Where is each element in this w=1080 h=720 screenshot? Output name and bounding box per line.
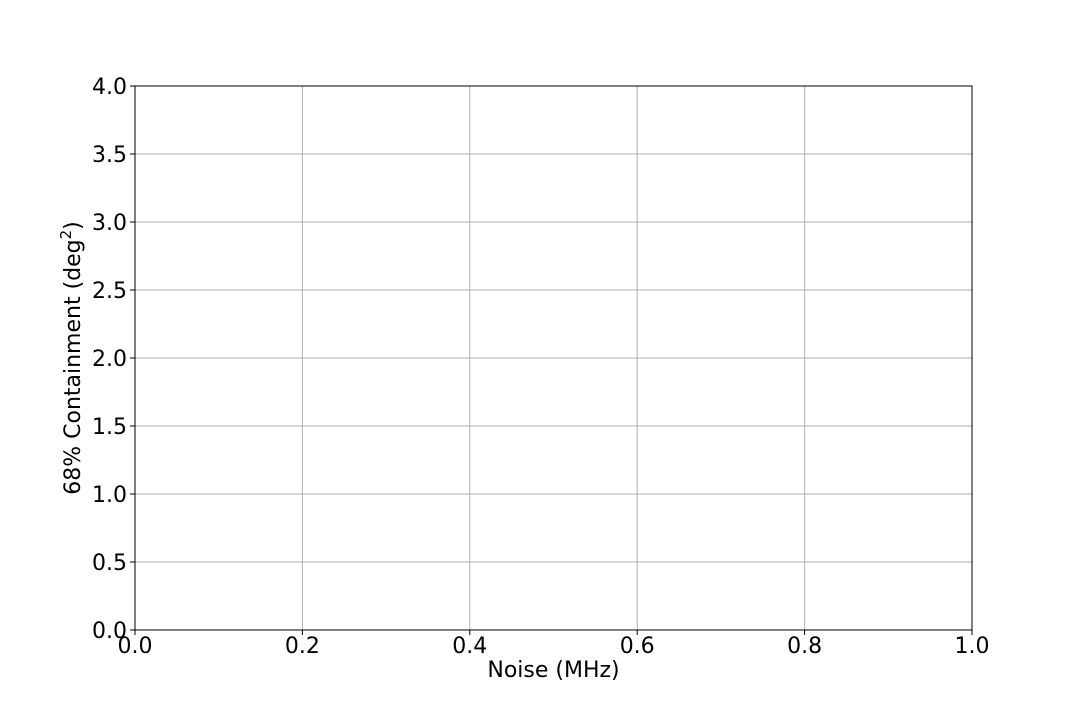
x-tick-label: 0.2: [285, 634, 320, 659]
y-tick-label: 3.0: [92, 211, 127, 236]
y-axis-label-text: 68% Containment (deg: [61, 239, 86, 494]
y-axis-label-superscript: 2: [57, 230, 75, 240]
x-tick-label: 0.4: [452, 634, 487, 659]
y-tick-label: 3.5: [92, 143, 127, 168]
y-tick-label: 1.0: [92, 483, 127, 508]
y-tick-label: 1.5: [92, 415, 127, 440]
y-tick-label: 0.0: [92, 619, 127, 644]
x-tick-label: 0.6: [620, 634, 655, 659]
x-axis-label: Noise (MHz): [487, 658, 619, 683]
y-tick-label: 0.5: [92, 551, 127, 576]
x-tick-label: 1.0: [955, 634, 990, 659]
y-tick-label: 2.5: [92, 279, 127, 304]
y-axis-label: 68% Containment (deg2): [57, 221, 86, 495]
y-axis-label-suffix: ): [61, 221, 86, 230]
y-tick-label: 4.0: [92, 75, 127, 100]
x-tick-label: 0.0: [118, 634, 153, 659]
y-tick-label: 2.0: [92, 347, 127, 372]
x-tick-label: 0.8: [787, 634, 822, 659]
ticks: 0.0 0.2 0.4 0.6 0.8 1.0 0.0 0.5 1.0 1.5 2.0 2.5 3.0 3…: [92, 75, 990, 659]
